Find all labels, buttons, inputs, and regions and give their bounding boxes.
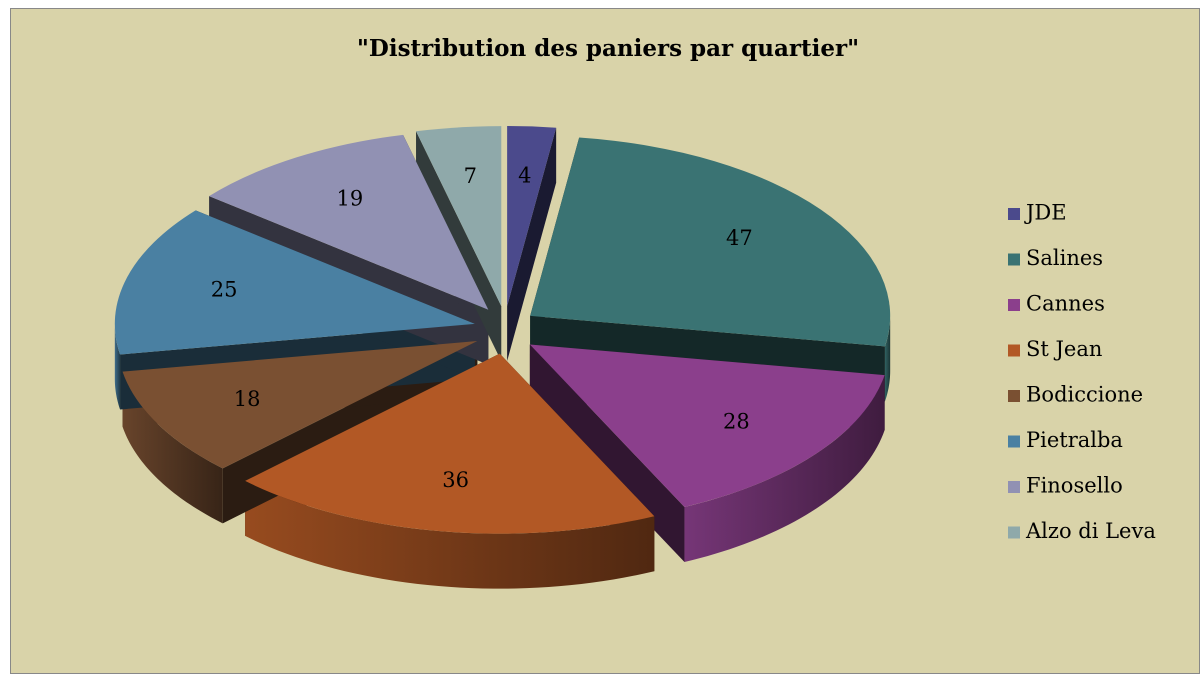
legend-swatch xyxy=(1008,208,1020,220)
legend-swatch xyxy=(1008,299,1020,311)
slice xyxy=(209,134,489,310)
legend-swatch xyxy=(1008,390,1020,402)
legend-label: Finosello xyxy=(1026,474,1123,498)
slice xyxy=(114,210,475,355)
data-label: 4 xyxy=(518,163,531,187)
slice-side xyxy=(684,375,885,563)
slice xyxy=(245,353,655,534)
slice xyxy=(530,137,891,347)
legend-swatch xyxy=(1008,481,1020,493)
data-label: 19 xyxy=(337,187,364,211)
slice xyxy=(507,126,557,307)
legend-label: Pietralba xyxy=(1026,428,1123,452)
slice xyxy=(122,341,478,469)
slice xyxy=(416,126,502,307)
data-label: 18 xyxy=(234,387,261,411)
legend-label: Bodiccione xyxy=(1026,383,1143,407)
legend-label: Salines xyxy=(1026,246,1103,270)
slice-side xyxy=(245,480,655,589)
slice xyxy=(529,344,885,508)
legend-swatch xyxy=(1008,253,1020,266)
legend-swatch xyxy=(1008,435,1020,448)
legend-swatch xyxy=(1008,526,1020,539)
legend-label: Cannes xyxy=(1026,292,1105,316)
slice-side xyxy=(884,315,891,402)
legend-swatch xyxy=(1008,344,1020,357)
data-label: 47 xyxy=(726,226,753,250)
legend-label: JDE xyxy=(1024,201,1067,225)
data-label: 25 xyxy=(211,278,238,302)
data-label: 7 xyxy=(464,164,477,188)
chart-title: "Distribution des paniers par quartier" xyxy=(357,35,859,62)
slice-side xyxy=(114,323,121,410)
data-label: 28 xyxy=(723,409,750,433)
slice-side xyxy=(122,371,223,524)
data-label: 36 xyxy=(442,468,469,492)
slice-side xyxy=(507,127,557,362)
legend-label: Alzo di Leva xyxy=(1025,519,1156,543)
legend-label: St Jean xyxy=(1026,337,1102,361)
